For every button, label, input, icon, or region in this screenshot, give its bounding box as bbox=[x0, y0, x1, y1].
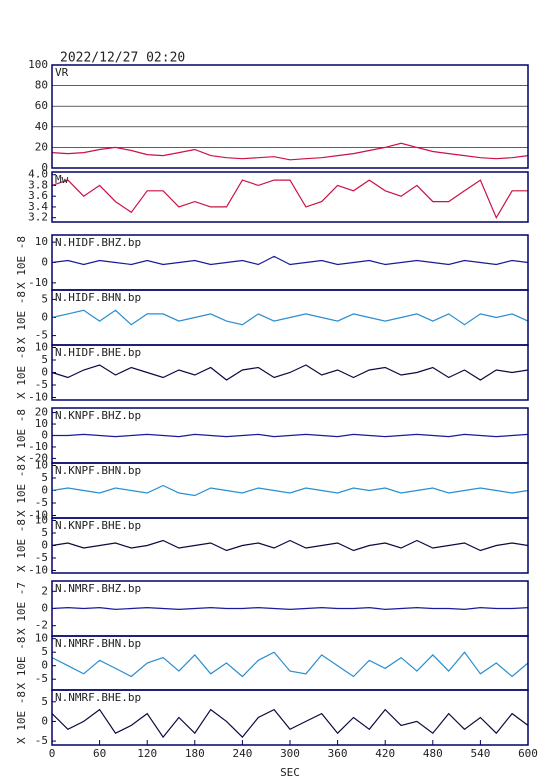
panel-label: N.NMRF.BHZ.bp bbox=[55, 582, 141, 595]
trace bbox=[51, 651, 529, 678]
y-tick-label: -5 bbox=[35, 378, 48, 391]
panel-label: N.KNPF.BHE.bp bbox=[55, 519, 141, 532]
trace bbox=[51, 309, 529, 326]
y-tick-label: 10 bbox=[35, 341, 48, 354]
y-tick-label: 10 bbox=[35, 235, 48, 248]
y-tick-label: -5 bbox=[35, 551, 48, 564]
panel-label: N.KNPF.BHN.bp bbox=[55, 464, 141, 477]
y-tick-label: 5 bbox=[41, 695, 48, 708]
panel-label: N.HIDF.BHN.bp bbox=[55, 291, 141, 304]
y-tick-label: 4.0 bbox=[28, 168, 48, 181]
x-axis-label: SEC bbox=[280, 766, 300, 779]
trace bbox=[51, 255, 529, 266]
x-tick-label: 480 bbox=[423, 747, 443, 760]
y-tick-label: 5 bbox=[41, 526, 48, 539]
y-tick-label: -10 bbox=[28, 440, 48, 453]
x-tick-label: 600 bbox=[518, 747, 538, 760]
y-tick-label: -5 bbox=[35, 496, 48, 509]
y-tick-label: 10 bbox=[35, 514, 48, 527]
y-tick-label: 60 bbox=[35, 99, 48, 112]
y-tick-label: 0 bbox=[41, 311, 48, 324]
y-tick-label: 10 bbox=[35, 632, 48, 645]
x-tick-label: 0 bbox=[49, 747, 56, 760]
y-axis-label: X 10E -8 bbox=[15, 637, 28, 690]
y-axis-label: X 10E -8 bbox=[15, 236, 28, 289]
y-tick-label: -10 bbox=[28, 276, 48, 289]
trace bbox=[51, 606, 529, 611]
panel-frame bbox=[51, 171, 529, 223]
x-tick-label: 240 bbox=[232, 747, 252, 760]
x-tick-label: 180 bbox=[185, 747, 205, 760]
trace bbox=[52, 433, 529, 438]
panel-label: N.KNPF.BHZ.bp bbox=[55, 409, 141, 422]
x-tick-label: 300 bbox=[280, 747, 300, 760]
y-tick-label: 5 bbox=[41, 645, 48, 658]
y-tick-label: -10 bbox=[28, 509, 48, 522]
trace bbox=[51, 708, 529, 739]
y-tick-label: 5 bbox=[41, 292, 48, 305]
y-tick-label: -20 bbox=[28, 451, 48, 464]
y-tick-label: 5 bbox=[41, 353, 48, 366]
panel-frame bbox=[51, 64, 529, 169]
y-tick-label: -10 bbox=[28, 391, 48, 404]
panel-label: N.HIDF.BHZ.bp bbox=[55, 236, 141, 249]
y-tick-label: 10 bbox=[35, 417, 48, 430]
y-axis-label: X 10E -8 bbox=[15, 691, 28, 744]
y-tick-label: 0 bbox=[41, 659, 48, 672]
x-tick-label: 360 bbox=[328, 747, 348, 760]
panel-label: Mw bbox=[55, 173, 69, 186]
y-tick-label: 0 bbox=[41, 484, 48, 497]
x-tick-label: 420 bbox=[375, 747, 395, 760]
y-tick-label: -5 bbox=[35, 734, 48, 747]
y-tick-label: 10 bbox=[35, 459, 48, 472]
y-axis-label: X 10E -8 bbox=[15, 519, 28, 572]
y-axis-label: X 10E -8 bbox=[15, 346, 28, 399]
trace bbox=[51, 364, 529, 381]
y-tick-label: -10 bbox=[28, 564, 48, 577]
panel-frame bbox=[51, 517, 529, 574]
y-tick-label: 3.8 bbox=[28, 178, 48, 191]
y-tick-label: 0 bbox=[41, 602, 48, 615]
x-tick-label: 120 bbox=[137, 747, 157, 760]
y-tick-label: 0 bbox=[41, 714, 48, 727]
y-tick-label: 3.2 bbox=[28, 211, 48, 224]
panel-label: VR bbox=[55, 66, 69, 79]
y-tick-label: 0 bbox=[41, 539, 48, 552]
x-tick-label: 60 bbox=[93, 747, 106, 760]
y-tick-label: 3.4 bbox=[28, 200, 48, 213]
trace bbox=[51, 484, 529, 497]
y-tick-label: -5 bbox=[35, 672, 48, 685]
trace bbox=[51, 539, 529, 552]
y-tick-label: 40 bbox=[35, 120, 48, 133]
y-tick-label: 0 bbox=[41, 429, 48, 442]
y-axis-label: X 10E -8 bbox=[15, 464, 28, 517]
y-tick-label: 0 bbox=[41, 366, 48, 379]
panel-label: N.NMRF.BHN.bp bbox=[55, 637, 141, 650]
y-axis-label: X 10E -7 bbox=[15, 582, 28, 635]
y-tick-label: 2 bbox=[41, 584, 48, 597]
y-tick-label: -2 bbox=[35, 619, 48, 632]
y-tick-label: 80 bbox=[35, 79, 48, 92]
trace bbox=[51, 142, 529, 161]
panel-frame bbox=[51, 344, 529, 401]
trace bbox=[51, 179, 528, 220]
y-tick-label: 3.6 bbox=[28, 189, 48, 202]
panel-label: N.HIDF.BHE.bp bbox=[55, 346, 141, 359]
y-tick-label: 0 bbox=[41, 256, 48, 269]
y-axis-label: X 10E -8 bbox=[15, 409, 28, 462]
y-tick-label: 20 bbox=[35, 406, 48, 419]
y-tick-label: -5 bbox=[35, 329, 48, 342]
y-tick-label: 20 bbox=[35, 140, 48, 153]
y-tick-label: 0 bbox=[41, 161, 48, 174]
x-tick-label: 540 bbox=[470, 747, 490, 760]
y-tick-label: 5 bbox=[41, 471, 48, 484]
panel-label: N.NMRF.BHE.bp bbox=[55, 691, 141, 704]
figure-title: 2022/12/27 02:20 bbox=[60, 51, 185, 66]
y-tick-label: 100 bbox=[28, 58, 48, 71]
y-axis-label: X 10E -8 bbox=[15, 291, 28, 344]
